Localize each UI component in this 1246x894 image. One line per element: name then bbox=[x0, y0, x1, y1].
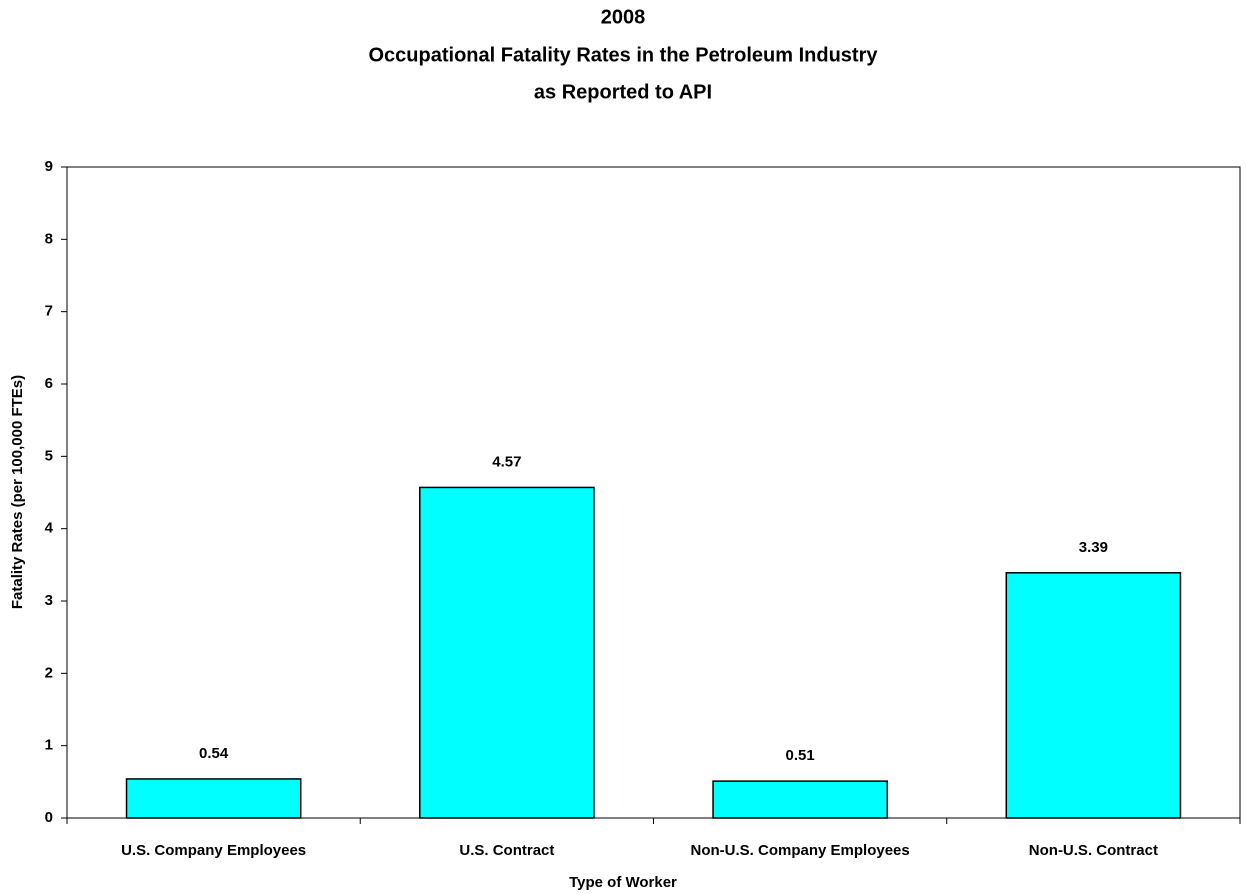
y-tick-label: 4 bbox=[45, 520, 54, 537]
bar bbox=[1005, 572, 1182, 819]
y-axis-label: Fatality Rates (per 100,000 FTEs) bbox=[9, 375, 26, 609]
data-label: 4.57 bbox=[492, 453, 521, 470]
y-tick-label: 6 bbox=[45, 375, 53, 392]
y-tick-label: 5 bbox=[45, 447, 53, 464]
data-label: 3.39 bbox=[1079, 539, 1108, 556]
y-tick-label: 2 bbox=[45, 664, 53, 681]
y-tick-label: 7 bbox=[45, 303, 53, 320]
x-axis-label: Type of Worker bbox=[569, 874, 677, 891]
data-label: 0.51 bbox=[786, 747, 815, 764]
y-tick-label: 1 bbox=[45, 737, 53, 754]
y-tick-label: 0 bbox=[45, 809, 53, 826]
y-tick-label: 9 bbox=[45, 158, 53, 175]
x-tick-label: U.S. Company Employees bbox=[121, 842, 306, 859]
y-tick-label: 3 bbox=[45, 592, 53, 609]
x-tick-label: Non-U.S. Contract bbox=[1029, 842, 1158, 859]
x-tick-label: U.S. Contract bbox=[459, 842, 554, 859]
y-tick-label: 8 bbox=[45, 230, 53, 247]
data-label: 0.54 bbox=[199, 745, 229, 762]
chart-title: Occupational Fatality Rates in the Petro… bbox=[369, 44, 879, 66]
chart-title: 2008 bbox=[601, 6, 646, 28]
bar bbox=[712, 780, 888, 819]
bar bbox=[125, 778, 302, 819]
x-tick-label: Non-U.S. Company Employees bbox=[691, 842, 910, 859]
bar bbox=[419, 486, 595, 819]
chart-title: as Reported to API bbox=[534, 81, 712, 103]
